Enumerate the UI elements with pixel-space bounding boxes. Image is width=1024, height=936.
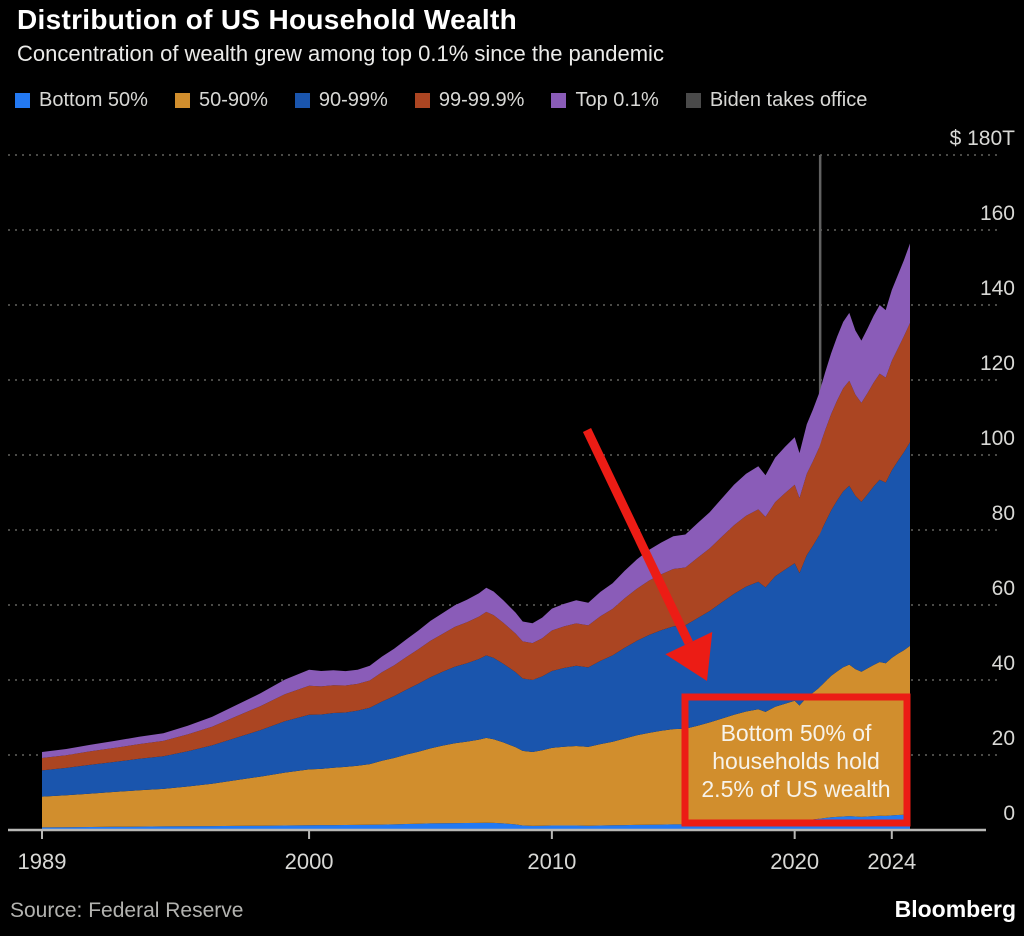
x-axis-label: 2000 <box>285 849 334 874</box>
y-axis-label: $ 180T <box>950 127 1016 150</box>
x-axis: 1989 2000 2010 2020 2024 <box>8 828 986 874</box>
legend-swatch-50-90 <box>174 93 190 108</box>
legend-label: 50-90% <box>198 89 268 111</box>
y-axis-label: 20 <box>992 727 1015 750</box>
y-axis-label: 120 <box>980 352 1015 375</box>
legend-item-bottom-50: Bottom 50% <box>15 89 148 112</box>
y-axis-labels: 0 20 40 60 80 100 120 140 160 $ 180T <box>950 127 1016 825</box>
y-axis-label: 80 <box>992 502 1015 525</box>
legend-item-top-0-1: Top 0.1% <box>551 89 659 112</box>
callout-text-line: 2.5% of US wealth <box>701 776 890 802</box>
area-50-90 <box>42 645 910 828</box>
legend-swatch-99-99-9 <box>414 93 430 108</box>
legend-item-90-99: 90-99% <box>294 89 388 112</box>
arrow-head <box>665 631 713 681</box>
legend-label: Top 0.1% <box>575 89 659 111</box>
chart-subtitle: Concentration of wealth grew among top 0… <box>17 41 664 66</box>
x-axis-label: 1989 <box>18 849 67 874</box>
legend-swatch-bottom-50 <box>15 93 30 108</box>
callout-text-line: households hold <box>712 748 880 774</box>
legend-item-50-90: 50-90% <box>174 89 268 112</box>
area-90-99 <box>42 442 910 797</box>
arrow-shaft <box>582 428 693 646</box>
legend: Bottom 50% 50-90% 90-99% 99-99.9% Top 0.1% Bi… <box>15 89 867 112</box>
y-axis-label: 60 <box>992 577 1015 600</box>
callout-text-line: Bottom 50% of <box>721 720 872 746</box>
y-axis-label: 0 <box>1003 802 1015 825</box>
area-99-99-9 <box>42 323 910 771</box>
legend-item-biden-takes-office: Biden takes office <box>685 89 868 112</box>
callout-box <box>681 693 911 827</box>
area-top-0-1 <box>42 243 910 758</box>
annotation-arrow <box>582 428 713 681</box>
legend-label: Bottom 50% <box>39 89 148 111</box>
x-axis-label: 2010 <box>527 849 576 874</box>
legend-swatch-top-0-1 <box>551 93 567 108</box>
legend-label: 90-99% <box>318 89 388 111</box>
y-axis-label: 100 <box>980 427 1015 450</box>
bloomberg-logo: Bloomberg <box>894 896 1016 922</box>
page-title: Distribution of US Household Wealth <box>17 4 517 35</box>
legend-swatch-90-99 <box>294 93 310 108</box>
legend-label: 99-99.9% <box>438 89 525 111</box>
source-label: Source: Federal Reserve <box>10 899 244 922</box>
y-axis-label: 140 <box>980 277 1015 300</box>
x-axis-label: 2024 <box>867 849 916 874</box>
legend-label: Biden takes office <box>709 89 868 111</box>
legend-swatch-biden-takes-office <box>685 93 701 108</box>
x-axis-label: 2020 <box>770 849 819 874</box>
legend-item-99-99-9: 99-99.9% <box>414 89 525 112</box>
y-axis-label: 40 <box>992 652 1015 675</box>
y-axis-label: 160 <box>980 202 1015 225</box>
